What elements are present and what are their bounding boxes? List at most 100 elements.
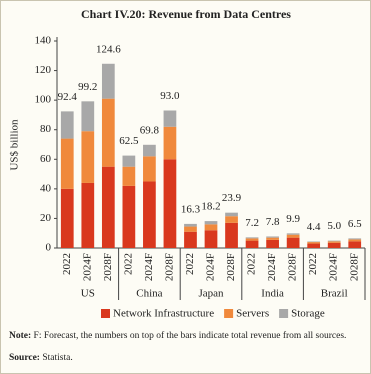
total-label: 62.5 — [119, 135, 139, 147]
y-tick-label: 40 — [40, 182, 52, 194]
source-label: Source: — [9, 353, 40, 363]
total-label: 23.9 — [222, 192, 242, 204]
bar-segment — [286, 237, 300, 248]
x-tick-label: 2024F — [266, 253, 278, 281]
bar-segment — [225, 216, 238, 223]
bar-segment — [266, 236, 279, 238]
x-tick-label: 2028F — [225, 253, 237, 281]
bar-segment — [122, 166, 136, 186]
bar-segment — [184, 223, 197, 227]
total-label: 5.0 — [327, 220, 341, 232]
legend-label: Storage — [291, 308, 325, 320]
x-tick-label: 2028F — [163, 253, 175, 281]
chart: Chart IV.20: Revenue from Data Centres U… — [9, 7, 366, 320]
y-tick-label: 20 — [40, 212, 52, 224]
legend-swatch — [224, 309, 234, 318]
chart-title: Chart IV.20: Revenue from Data Centres — [81, 7, 291, 21]
bar-segment — [204, 230, 218, 248]
group-label: China — [136, 288, 162, 300]
bar-segment — [307, 242, 321, 244]
source-text: Statista. — [42, 353, 73, 363]
bar-segment — [143, 144, 156, 157]
legend-label: Servers — [236, 308, 269, 320]
x-tick-label: 2022 — [122, 253, 134, 275]
x-tick-label: 2024F — [205, 253, 217, 281]
y-tick-label: 120 — [35, 64, 52, 76]
bar-segment — [81, 131, 95, 183]
x-tick-label: 2024F — [81, 253, 93, 281]
bar-segment — [163, 110, 177, 127]
total-label: 92.4 — [58, 91, 78, 103]
bar-segment — [60, 138, 74, 189]
bar-segment — [245, 237, 259, 239]
x-tick-label: 2028F — [287, 253, 299, 281]
group-label: Japan — [198, 288, 224, 300]
y-axis-label: US$ billion — [9, 119, 21, 171]
note-label: Note: — [9, 331, 32, 341]
bar-segment — [60, 188, 74, 248]
bar-segment — [101, 98, 115, 167]
source: Source: Statista. — [9, 353, 365, 364]
bar-segment — [143, 156, 156, 182]
bar-segment — [101, 166, 115, 248]
x-tick-label: 2022 — [61, 253, 73, 275]
total-label: 7.2 — [245, 217, 259, 229]
bar-segment — [122, 155, 136, 167]
legend-label: Network Infrastructure — [113, 308, 214, 320]
x-tick-label: 2024F — [143, 253, 155, 281]
y-tick-label: 60 — [40, 153, 52, 165]
total-label: 69.8 — [140, 124, 160, 136]
bar-segment — [348, 239, 362, 242]
x-tick-label: 2022 — [246, 253, 258, 275]
x-tick-label: 2028F — [348, 253, 360, 281]
bar-segment — [204, 221, 218, 225]
y-tick-label: 0 — [46, 242, 52, 254]
bar-segment — [327, 242, 341, 248]
group-label: US — [81, 288, 95, 300]
bar-segment — [101, 63, 115, 99]
x-tick-label: 2024F — [328, 253, 340, 281]
total-label: 9.9 — [286, 213, 300, 225]
legend-swatch — [101, 309, 110, 318]
bar-segment — [286, 234, 300, 238]
bar-segment — [204, 224, 218, 231]
total-label: 18.2 — [201, 201, 220, 213]
x-tick-label: 2022 — [184, 253, 196, 275]
bar-segment — [307, 241, 321, 243]
group-label: Brazil — [321, 288, 348, 300]
total-label: 99.2 — [78, 81, 97, 93]
bar-segment — [266, 237, 279, 240]
bar-segment — [81, 182, 95, 248]
bar-segment — [143, 181, 156, 248]
bar-segment — [184, 231, 197, 248]
note-text: F: Forecast, the numbers on top of the b… — [33, 331, 347, 341]
y-tick-label: 80 — [40, 123, 52, 135]
bar-segment — [225, 222, 238, 248]
x-tick-label: 2022 — [307, 253, 319, 275]
bar-segment — [184, 226, 197, 232]
bar-segment — [307, 243, 321, 248]
bar-segment — [163, 159, 177, 248]
total-label: 7.8 — [266, 216, 280, 228]
y-tick-label: 140 — [35, 35, 52, 47]
total-label: 93.0 — [160, 90, 180, 102]
bar-segment — [327, 240, 341, 242]
bar-segment — [245, 238, 259, 241]
bar-segment — [348, 241, 362, 248]
note: Note: F: Forecast, the numbers on top of… — [9, 331, 365, 342]
y-tick-label: 100 — [35, 94, 52, 106]
total-label: 16.3 — [181, 203, 201, 215]
total-label: 6.5 — [348, 218, 362, 230]
bar-segment — [266, 239, 279, 248]
bar-segment — [122, 185, 136, 248]
legend-swatch — [279, 309, 289, 318]
group-label: India — [261, 288, 284, 300]
bar-segment — [327, 241, 341, 243]
bar-segment — [163, 126, 177, 160]
bar-segment — [81, 101, 95, 132]
bar-segment — [60, 111, 74, 139]
bar-segment — [286, 233, 300, 235]
total-label: 4.4 — [307, 221, 321, 233]
bar-segment — [225, 212, 238, 217]
